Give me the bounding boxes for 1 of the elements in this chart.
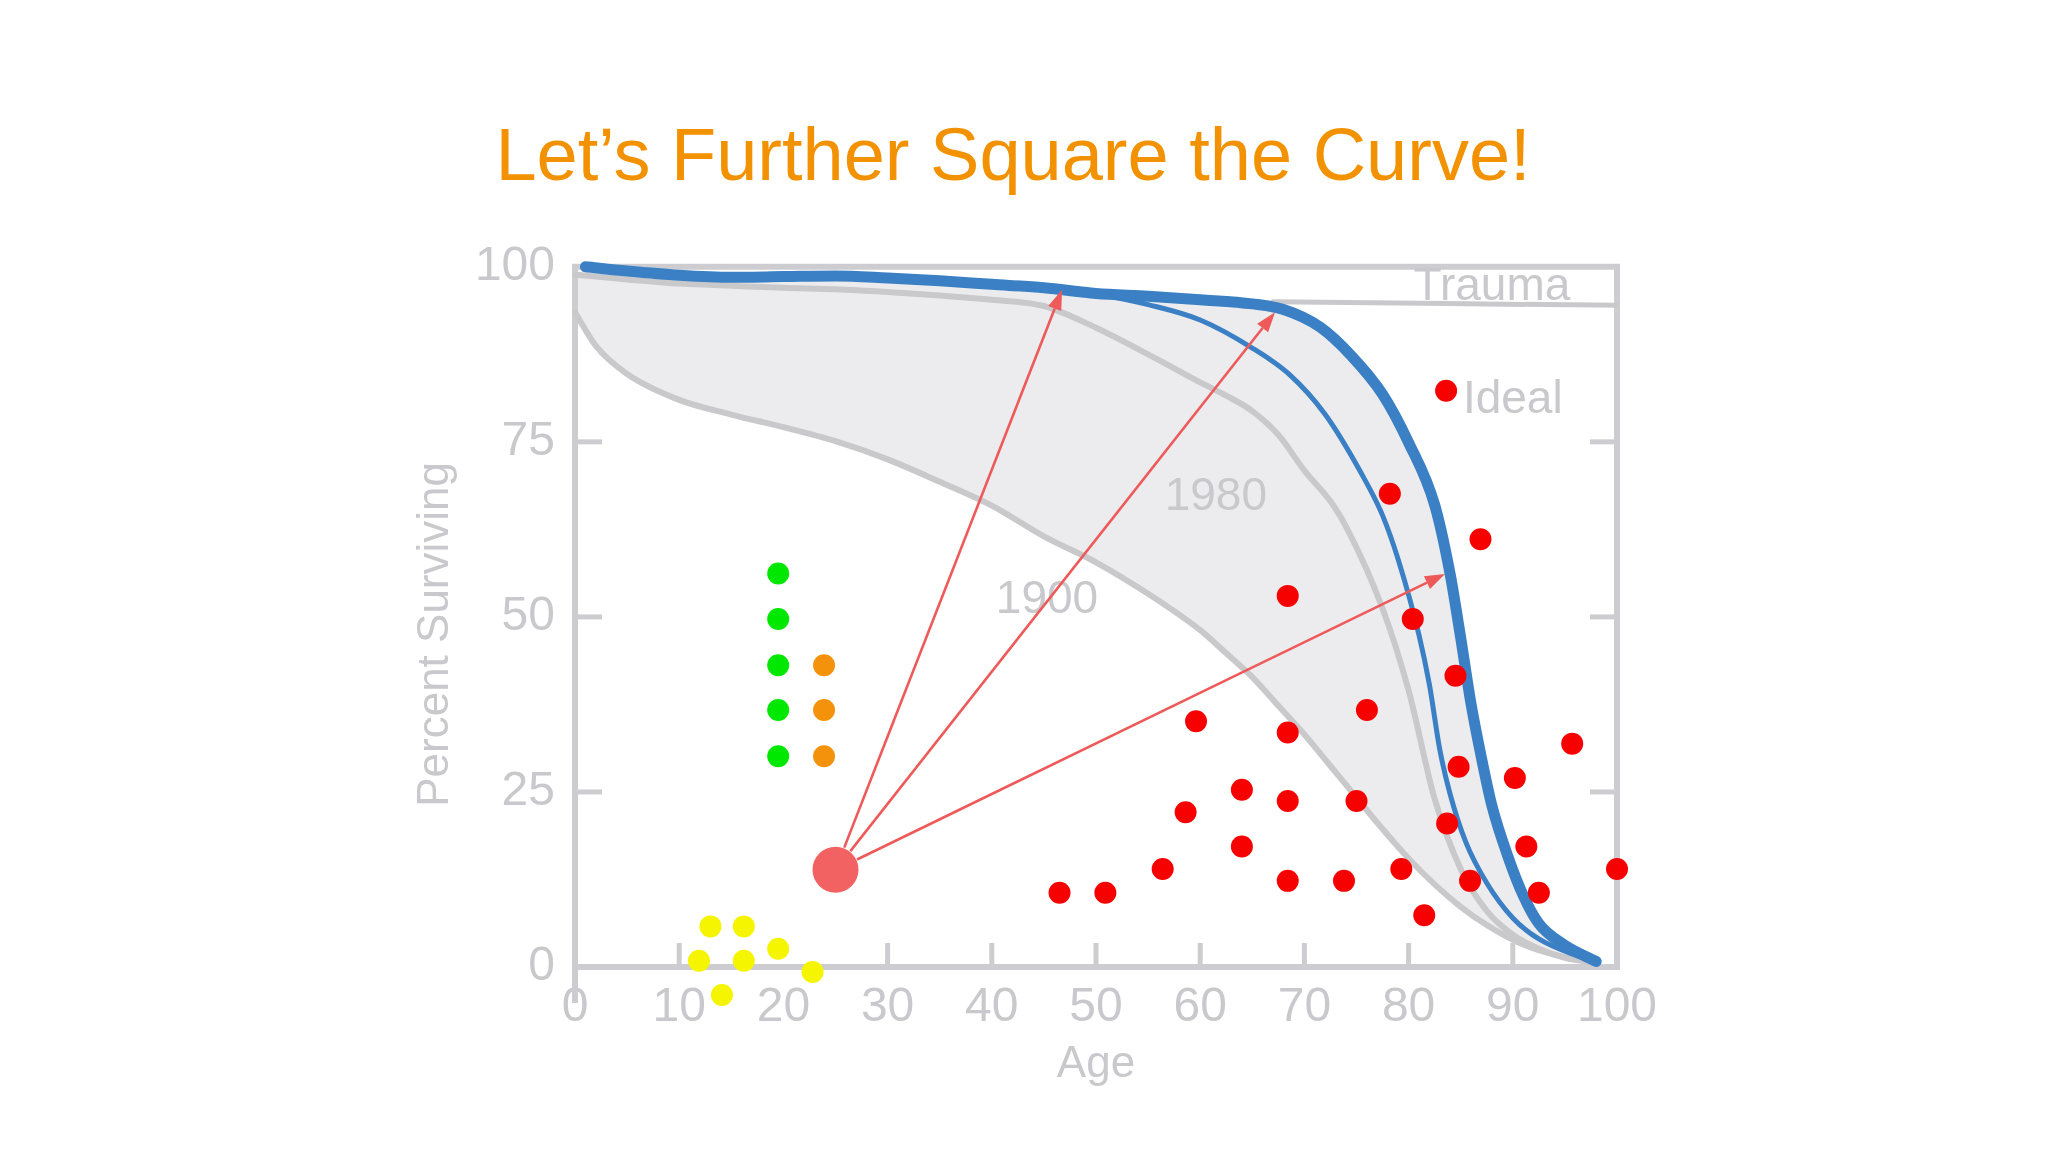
chart-title: Let’s Further Square the Curve!: [495, 112, 1531, 196]
